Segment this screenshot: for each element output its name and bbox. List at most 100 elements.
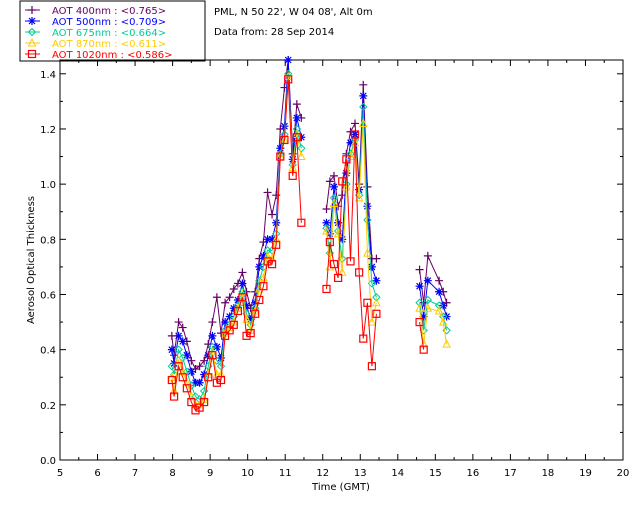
data-point (434, 305, 444, 315)
data-point (342, 155, 351, 164)
data-point (170, 359, 179, 368)
x-tick-label: 8 (169, 468, 175, 479)
data-point (204, 351, 213, 360)
data-point (251, 309, 260, 318)
data-point (363, 202, 372, 211)
data-point (187, 367, 196, 376)
data-point (337, 267, 347, 276)
data-point (325, 237, 334, 247)
data-point (212, 378, 221, 387)
data-point (167, 345, 176, 354)
y-axis-title: Aerosol Optical Thickness (26, 196, 37, 324)
data-point (170, 392, 179, 401)
data-point (263, 188, 272, 197)
data-point (174, 331, 183, 340)
series-4 (167, 75, 428, 415)
data-point (267, 260, 277, 269)
data-point (212, 356, 222, 365)
data-point (268, 235, 277, 244)
data-point (238, 293, 247, 302)
legend: AOT 400nm : <0.765>AOT 500nm : <0.709>AO… (19, 0, 206, 62)
data-point (359, 102, 368, 112)
data-point (434, 301, 444, 310)
data-point (415, 282, 424, 291)
x-tick-label: 14 (391, 468, 404, 479)
x-tick-label: 16 (466, 468, 479, 479)
data-point (363, 298, 372, 307)
data-point (329, 182, 338, 191)
data-point (334, 273, 343, 283)
legend-box (19, 0, 206, 62)
data-point (182, 384, 191, 393)
data-point (438, 316, 448, 326)
data-point (27, 37, 37, 47)
y-tick-label: 0.0 (40, 456, 56, 467)
data-point (27, 49, 37, 59)
data-point (297, 151, 306, 161)
data-point (263, 250, 272, 260)
data-point (367, 316, 377, 326)
data-point (276, 152, 285, 161)
data-point (242, 331, 251, 340)
data-point (191, 364, 200, 373)
data-point (276, 144, 285, 153)
data-point (423, 303, 433, 312)
y-tick-label: 0.6 (40, 290, 56, 301)
data-point (167, 331, 176, 340)
series-1 (167, 56, 451, 387)
data-point (238, 268, 247, 277)
site-info: PML, N 50 22', W 04 08', Alt 0m (214, 7, 373, 18)
data-point (200, 397, 209, 407)
legend-label: AOT 400nm : <0.765> (52, 6, 166, 17)
data-point (342, 169, 351, 178)
data-point (251, 298, 260, 307)
data-point (208, 351, 217, 360)
y-axis: 0.0 0.2 0.4 0.6 0.8 1.0 1.2 1.4 (40, 70, 623, 467)
data-point (334, 218, 343, 227)
data-point (259, 238, 268, 247)
data-point (174, 345, 183, 354)
data-point (329, 260, 339, 269)
data-point (338, 177, 347, 186)
x-tick-label: 12 (316, 468, 329, 479)
data-point (415, 298, 424, 307)
data-point (187, 397, 196, 407)
y-tick-label: 0.2 (40, 401, 56, 412)
data-point (292, 100, 301, 109)
data-point (259, 251, 268, 260)
data-point (246, 329, 255, 338)
data-point (346, 127, 355, 136)
data-point (238, 279, 247, 288)
y-tick-label: 1.2 (40, 125, 56, 136)
data-point (372, 254, 381, 263)
data-point (284, 56, 293, 64)
data-point (297, 133, 306, 142)
data-point (288, 171, 297, 180)
data-point (358, 118, 368, 127)
data-point (292, 133, 301, 142)
data-point (419, 312, 428, 321)
data-point (435, 276, 444, 285)
series-line (325, 106, 377, 298)
x-tick-label: 9 (207, 468, 213, 479)
data-point (195, 403, 204, 412)
data-point (363, 247, 372, 257)
data-point (178, 323, 187, 332)
data-point (442, 339, 451, 348)
data-point (217, 353, 226, 362)
data-point (284, 75, 293, 84)
series-line (171, 59, 302, 370)
x-tick-label: 6 (94, 468, 100, 479)
data-point (221, 298, 230, 307)
data-point (415, 303, 424, 312)
data-point (322, 284, 331, 294)
data-point (263, 257, 272, 266)
data-point (280, 122, 289, 131)
data-point (359, 334, 368, 343)
data-point (229, 284, 238, 293)
x-tick-label: 20 (617, 468, 630, 479)
data-point (359, 80, 368, 89)
data-point (372, 293, 381, 302)
data-point (221, 318, 230, 327)
series-line (171, 73, 302, 401)
